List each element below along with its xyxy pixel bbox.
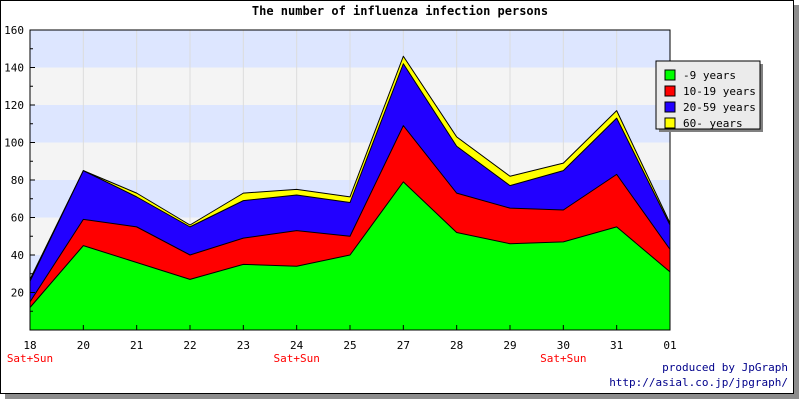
legend-swatch (664, 69, 676, 81)
x-tick-label: 21 (130, 339, 143, 352)
y-tick-label: 80 (11, 174, 24, 187)
x-tick-label: 22 (183, 339, 196, 352)
credits: produced by JpGraph http://asial.co.jp/j… (609, 360, 788, 390)
x-weekend-label: Sat+Sun (540, 352, 586, 365)
y-tick-label: 40 (11, 249, 24, 262)
legend-swatch (664, 85, 676, 97)
legend: -9 years 10-19 years 20-59 years 60- years (655, 60, 763, 132)
chart-title: The number of influenza infection person… (251, 4, 549, 18)
series-area-0 (29, 181, 671, 331)
y-axis: 20 40 60 80 100 120 140 160 (4, 24, 35, 312)
x-tick-label: 30 (557, 339, 570, 352)
series-areas (29, 55, 671, 331)
y-tick-label: 160 (4, 24, 24, 37)
legend-label: 60- years (683, 117, 743, 130)
x-tick-label: 23 (237, 339, 250, 352)
x-tick-label: 27 (397, 339, 410, 352)
credits-line-2[interactable]: http://asial.co.jp/jpgraph/ (609, 376, 788, 389)
x-tick-label: 29 (503, 339, 516, 352)
legend-label: 10-19 years (683, 85, 756, 98)
x-tick-label: 25 (343, 339, 356, 352)
x-tick-label: 01 (663, 339, 676, 352)
legend-label: -9 years (683, 69, 736, 82)
legend-swatch (664, 117, 676, 129)
x-weekend-label: Sat+Sun (273, 352, 319, 365)
x-tick-label: 31 (610, 339, 623, 352)
y-tick-label: 140 (4, 62, 24, 75)
x-tick-label: 18 (23, 339, 36, 352)
y-tick-label: 100 (4, 137, 24, 150)
x-tick-label: 24 (290, 339, 304, 352)
x-tick-label: 20 (77, 339, 90, 352)
y-tick-label: 20 (11, 287, 24, 300)
x-weekend-label: Sat+Sun (7, 352, 53, 365)
credits-line-1: produced by JpGraph (662, 361, 788, 374)
y-tick-label: 120 (4, 99, 24, 112)
legend-swatch (664, 101, 676, 113)
y-tick-label: 60 (11, 212, 24, 225)
legend-label: 20-59 years (683, 101, 756, 114)
x-tick-label: 28 (450, 339, 463, 352)
